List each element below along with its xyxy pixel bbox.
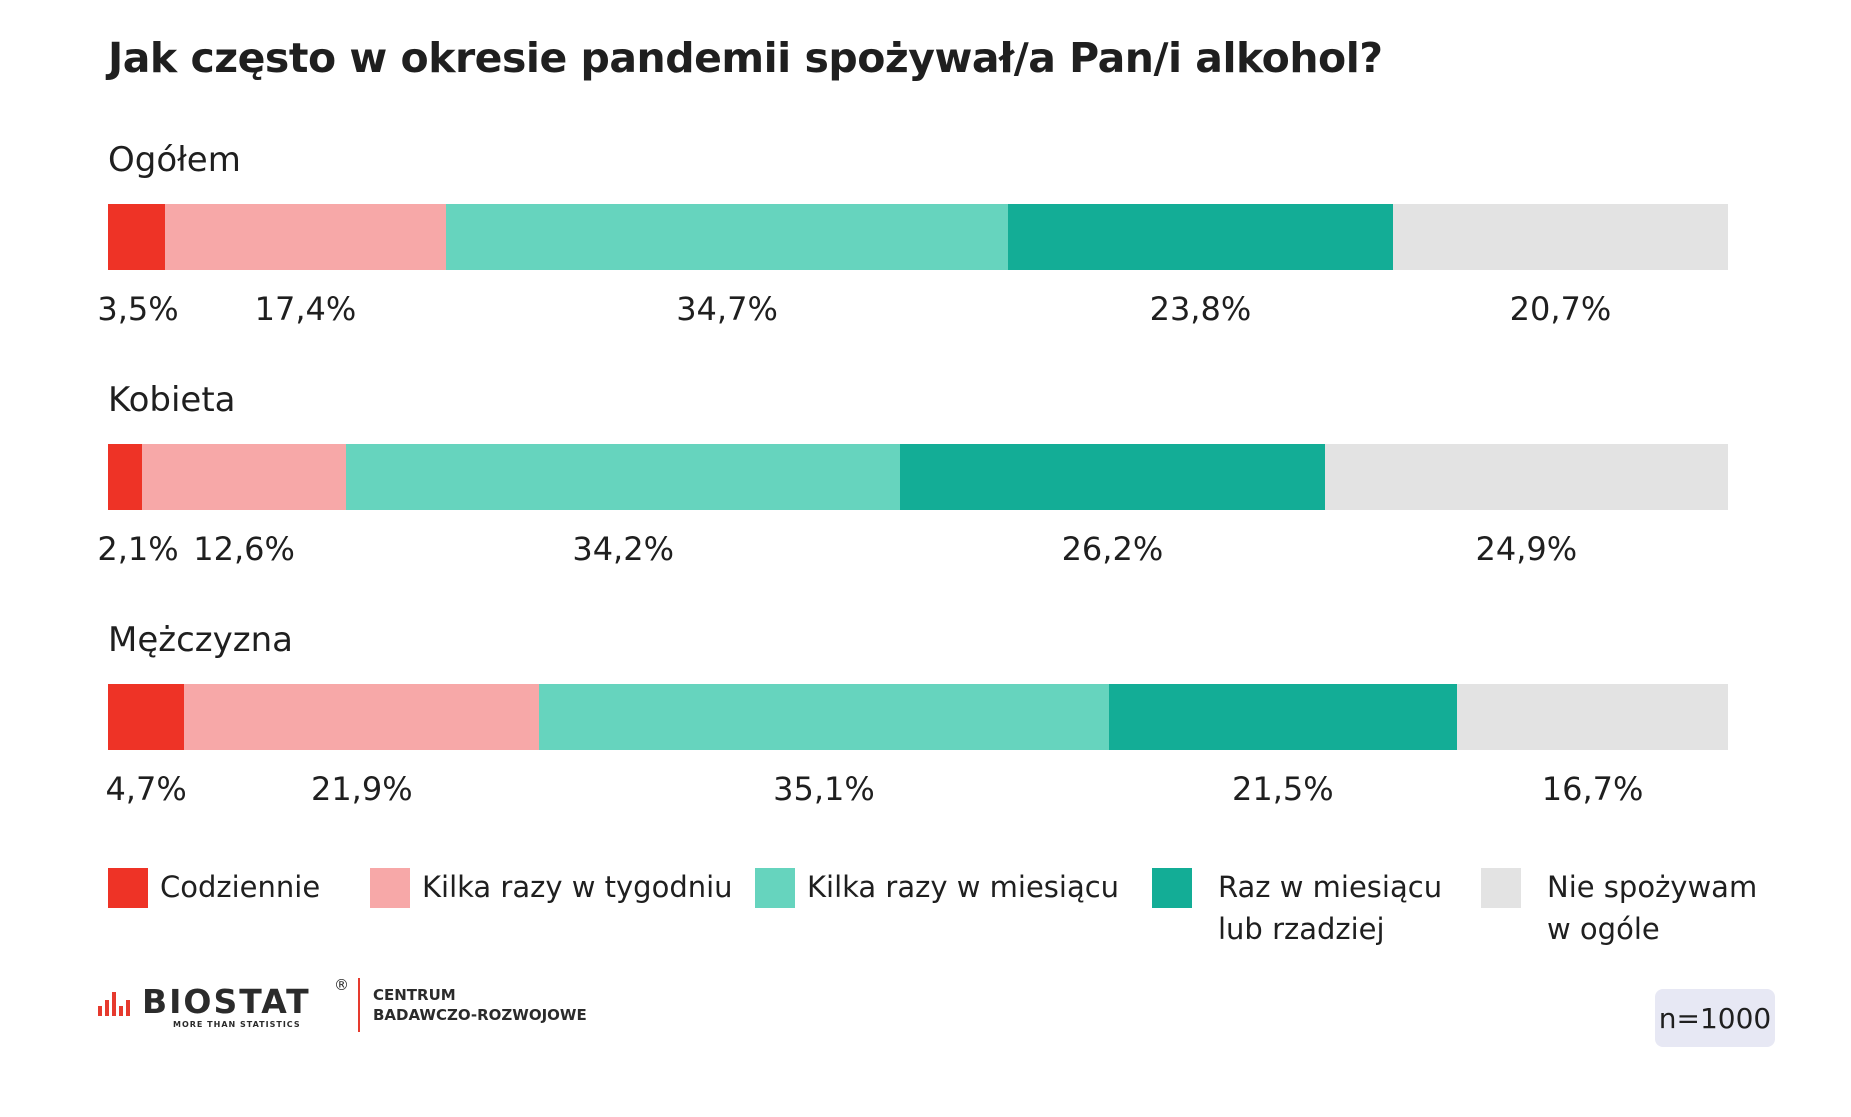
legend-swatch — [1152, 868, 1192, 908]
data-label: 21,5% — [1232, 770, 1334, 808]
bar-segment — [184, 684, 540, 750]
bar-group: Kobieta 2,1% 12,6% 34,2% 26,2% 24,9% — [97, 380, 1728, 580]
category-label: Kobieta — [108, 380, 236, 420]
data-label: 21,9% — [310, 770, 413, 808]
bar-segment — [446, 204, 1008, 270]
bar-segment — [1457, 684, 1728, 750]
legend-item: Kilka razy w tygodniu — [370, 868, 733, 908]
data-label: 20,7% — [1509, 290, 1612, 328]
bar-segment — [346, 444, 901, 510]
bar-segment — [142, 444, 347, 510]
category-label: Ogółem — [108, 140, 241, 180]
stacked-bar — [108, 444, 1728, 510]
bar-group: Mężczyzna 4,7% 21,9% 35,1% 21,5% 16,7% — [105, 620, 1728, 820]
legend-swatch — [755, 868, 795, 908]
legend-label: Kilka razy w miesiącu — [807, 870, 1120, 904]
data-label: 24,9% — [1475, 530, 1578, 568]
legend-label: Nie spożywam w ogóle — [1547, 870, 1758, 946]
legend-swatch — [370, 868, 410, 908]
logo-wordmark: BIOSTAT — [142, 982, 311, 1021]
bar-segment — [108, 444, 143, 510]
data-label: 16,7% — [1541, 770, 1644, 808]
data-label: 17,4% — [254, 290, 357, 328]
data-label: 34,7% — [676, 290, 778, 328]
legend-label: Kilka razy w tygodniu — [422, 870, 733, 904]
bar-segment — [539, 684, 1109, 750]
bar-group: Ogółem 3,5% 17,4% 34,7% 23,8% 20,7% — [97, 140, 1728, 340]
legend-item: Nie spożywam w ogóle — [1481, 868, 1757, 950]
bar-segment — [108, 204, 165, 270]
legend-label: Codziennie — [160, 870, 321, 904]
data-label: 4,7% — [105, 770, 187, 808]
registered-mark: ® — [334, 976, 349, 994]
legend-item: Raz w miesiącu lub rzadziej — [1152, 868, 1442, 950]
legend-swatch — [108, 868, 148, 908]
logo-bars-icon — [98, 990, 130, 1016]
stacked-bar — [108, 204, 1728, 270]
bar-segment — [1324, 444, 1728, 510]
bar-segment — [108, 684, 185, 750]
data-label: 35,1% — [773, 770, 875, 808]
legend-item: Kilka razy w miesiącu — [755, 868, 1119, 908]
category-label: Mężczyzna — [108, 620, 293, 660]
bar-segment — [900, 444, 1325, 510]
data-label: 2,1% — [97, 530, 179, 568]
logo-centrum: CENTRUM — [373, 986, 456, 1004]
data-label: 3,5% — [97, 290, 179, 328]
logo-separator — [358, 978, 360, 1032]
bar-segment — [1007, 204, 1393, 270]
sample-size-badge: n=1000 — [1655, 989, 1775, 1047]
data-label: 23,8% — [1149, 290, 1252, 328]
bar-segment — [1392, 204, 1728, 270]
logo-tagline: MORE THAN STATISTICS — [173, 1020, 301, 1029]
legend-swatch — [1481, 868, 1521, 908]
data-label: 26,2% — [1061, 530, 1164, 568]
legend-label: Raz w miesiącu lub rzadziej — [1218, 870, 1443, 946]
bar-segment — [164, 204, 447, 270]
stacked-bar — [108, 684, 1728, 750]
logo-badawczo: BADAWCZO-ROZWOJOWE — [373, 1006, 587, 1024]
data-label: 12,6% — [193, 530, 295, 568]
chart-legend: Codziennie Kilka razy w tygodniu Kilka raz… — [0, 868, 1851, 968]
data-label: 34,2% — [572, 530, 674, 568]
biostat-logo: BIOSTAT ® MORE THAN STATISTICS CENTRUM B… — [98, 976, 618, 1034]
legend-item: Codziennie — [108, 868, 320, 908]
bar-segment — [1108, 684, 1458, 750]
chart-title: Jak często w okresie pandemii spożywał/a… — [108, 34, 1383, 82]
